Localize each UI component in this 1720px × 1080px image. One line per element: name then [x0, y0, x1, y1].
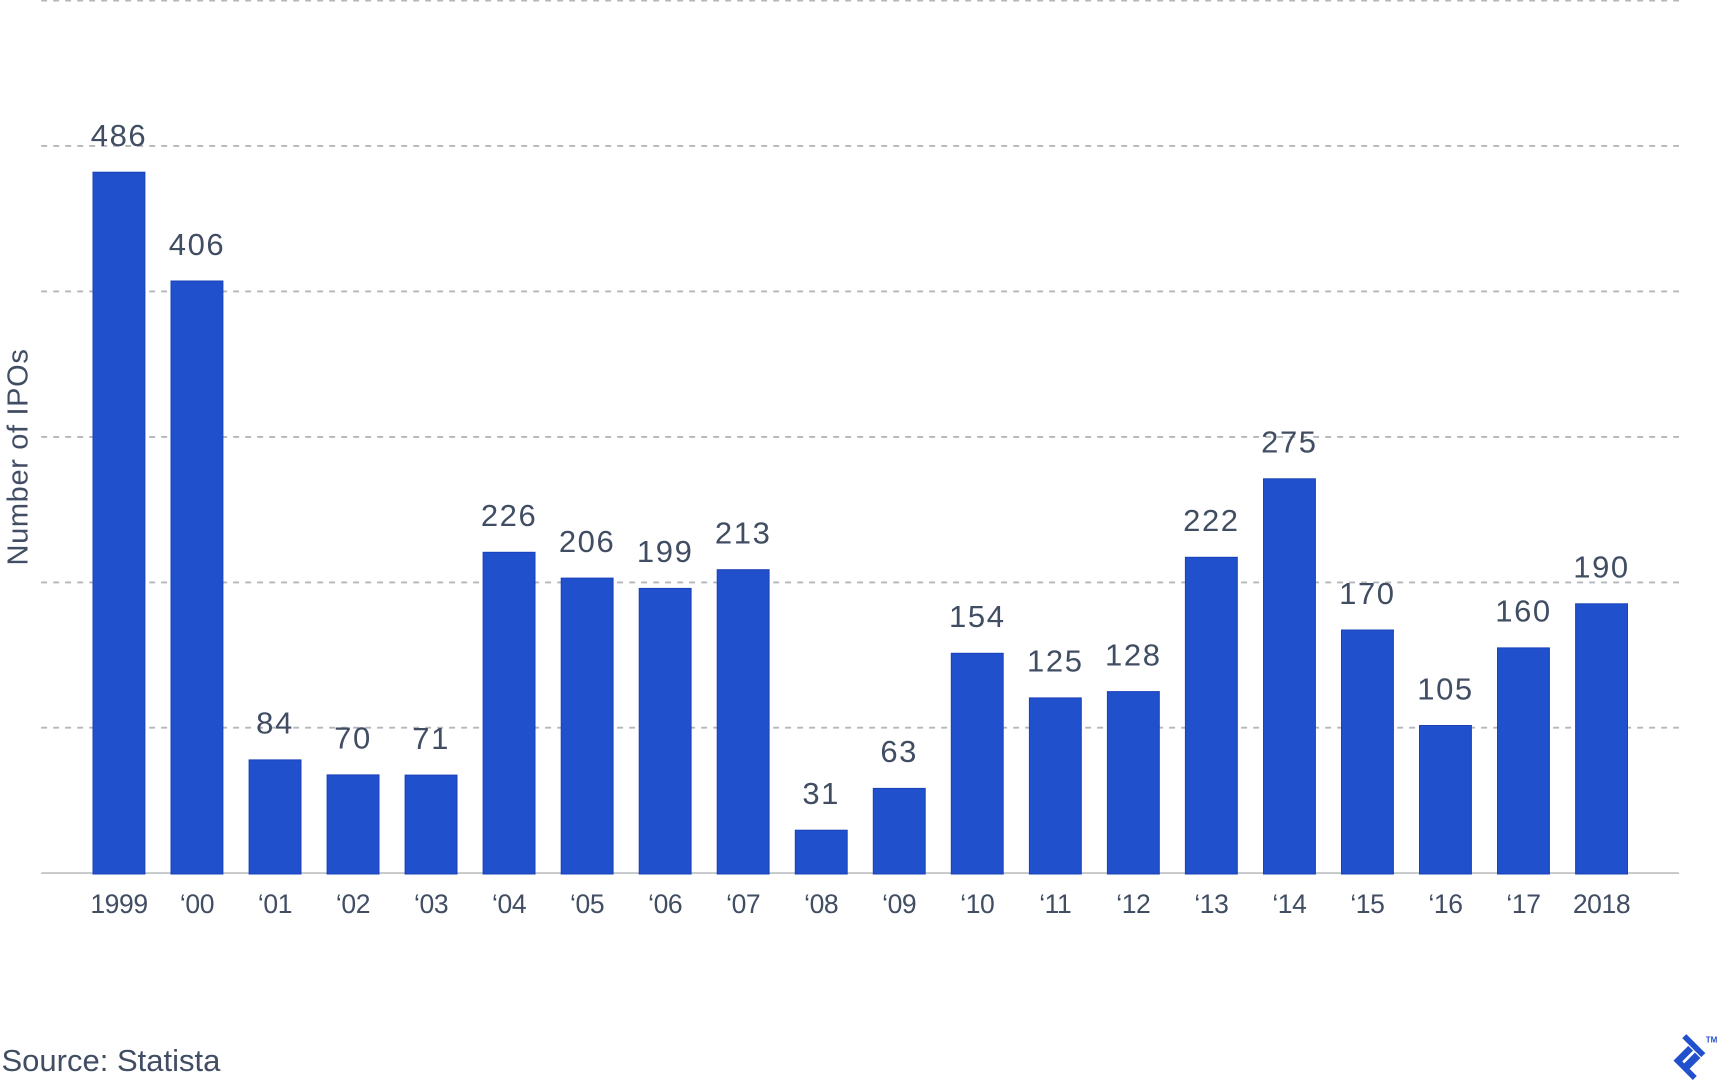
svg-text:486: 486	[91, 118, 148, 153]
svg-text:63: 63	[880, 734, 918, 769]
svg-text:213: 213	[715, 516, 772, 551]
svg-text:125: 125	[1027, 644, 1084, 679]
svg-text:190: 190	[1573, 550, 1630, 585]
svg-text:Source: Statista: Source: Statista	[2, 1043, 222, 1078]
svg-text:2018: 2018	[1573, 889, 1630, 919]
svg-text:154: 154	[949, 599, 1006, 634]
svg-text:226: 226	[481, 498, 538, 533]
svg-text:Number of IPOs: Number of IPOs	[2, 349, 34, 566]
svg-text:‘06: ‘06	[648, 889, 682, 919]
svg-text:70: 70	[334, 721, 372, 756]
svg-text:‘15: ‘15	[1350, 889, 1384, 919]
svg-text:‘04: ‘04	[492, 889, 526, 919]
svg-text:‘05: ‘05	[570, 889, 604, 919]
svg-text:71: 71	[412, 721, 450, 756]
svg-text:‘11: ‘11	[1039, 889, 1071, 919]
svg-text:‘03: ‘03	[414, 889, 448, 919]
svg-text:‘12: ‘12	[1116, 889, 1150, 919]
svg-text:222: 222	[1183, 503, 1240, 538]
svg-text:‘00: ‘00	[180, 889, 214, 919]
svg-text:TM: TM	[1706, 1036, 1718, 1045]
svg-text:170: 170	[1339, 576, 1396, 611]
svg-text:160: 160	[1495, 594, 1552, 629]
svg-text:‘16: ‘16	[1428, 889, 1462, 919]
svg-text:‘13: ‘13	[1194, 889, 1228, 919]
svg-text:31: 31	[802, 776, 840, 811]
svg-text:‘14: ‘14	[1272, 889, 1306, 919]
svg-text:406: 406	[169, 227, 226, 262]
svg-text:1999: 1999	[90, 889, 147, 919]
svg-text:206: 206	[559, 524, 616, 559]
svg-text:‘07: ‘07	[726, 889, 760, 919]
svg-text:199: 199	[637, 534, 694, 569]
svg-text:‘10: ‘10	[960, 889, 994, 919]
svg-text:‘09: ‘09	[882, 889, 916, 919]
svg-text:105: 105	[1417, 671, 1474, 706]
svg-text:‘01: ‘01	[258, 889, 292, 919]
svg-text:‘02: ‘02	[336, 889, 370, 919]
svg-text:‘17: ‘17	[1506, 889, 1540, 919]
svg-text:128: 128	[1105, 637, 1162, 672]
svg-text:275: 275	[1261, 425, 1318, 460]
svg-text:84: 84	[256, 706, 294, 741]
svg-text:‘08: ‘08	[804, 889, 838, 919]
